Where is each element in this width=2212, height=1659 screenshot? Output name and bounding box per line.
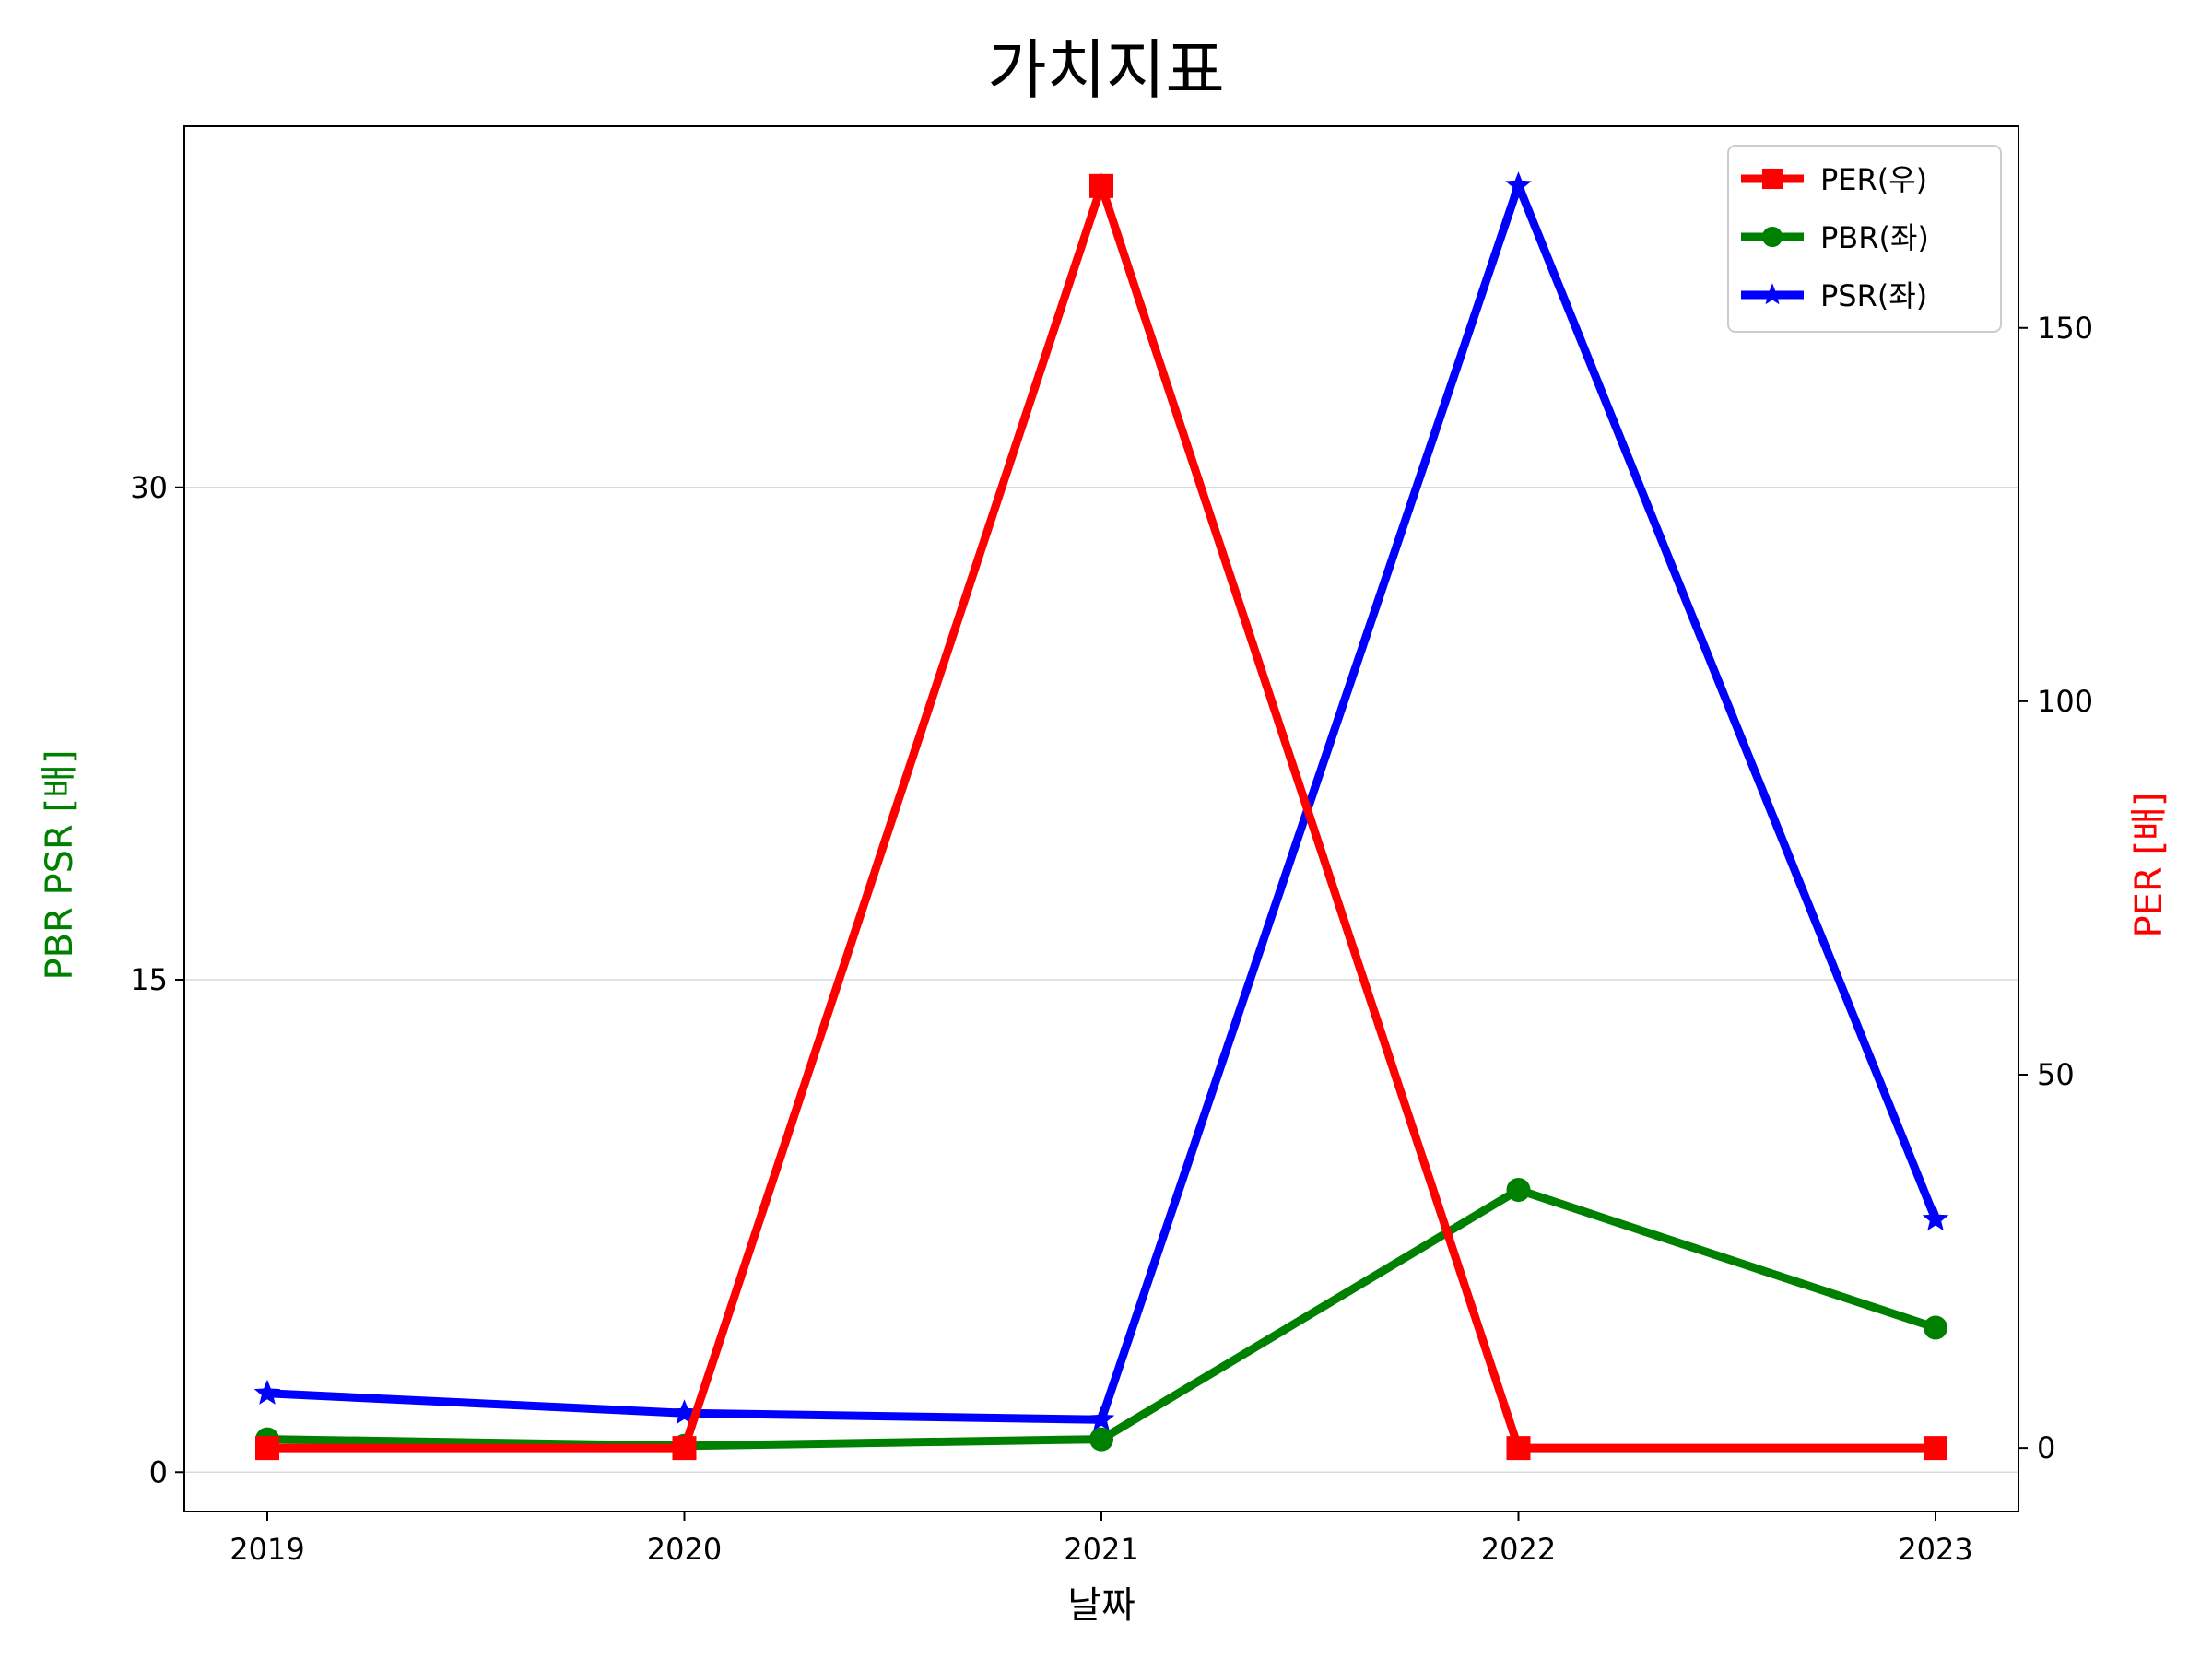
data-point-2021 [1089,173,1113,198]
series-layer [253,171,1949,1461]
legend-marker [1760,283,1784,305]
y-right-tick-label: 100 [2037,684,2093,719]
legend-label: PBR(좌) [1820,220,1929,255]
series-PSR(좌) [253,171,1949,1431]
legend-label: PER(우) [1820,162,1927,197]
y-right-tick-label: 0 [2037,1430,2055,1465]
data-point-2021 [1089,1427,1113,1452]
series-PER(우) [255,172,1947,1461]
data-point-2023 [1922,1206,1949,1231]
y-right-tick-label: 150 [2037,311,2093,346]
data-point-2020 [672,1436,697,1461]
legend-box [1727,145,2002,333]
legend-entry: PER(우) [1741,162,1927,197]
axes-layer: 0 15 30 0 50 100 150 2019 2020 2021 2022 2023 [130,311,2093,1567]
y-right-tick-label: 50 [2037,1057,2075,1092]
legend: PER(우) PBR(좌) PSR(좌) [1727,145,2002,333]
data-point-2022 [1506,1436,1531,1461]
legend-marker [1761,226,1783,248]
legend-entry: PBR(좌) [1741,220,1929,255]
data-point-2023 [1924,1436,1947,1461]
data-point-2021 [1088,1406,1115,1431]
y-axis-left-title: PBR PSR [배] [39,749,81,980]
y-axis-right-title: PER [배] [2128,793,2171,938]
data-point-2022 [1505,171,1532,197]
x-tick-label: 2023 [1898,1532,1972,1567]
data-point-2019 [255,1436,279,1461]
data-point-2022 [1506,1177,1531,1202]
y-left-tick-label: 15 [130,962,168,997]
y-left-tick-label: 30 [130,470,168,505]
data-point-2020 [671,1399,698,1425]
y-left-tick-label: 0 [149,1454,168,1489]
legend-marker [1761,168,1783,190]
grid-lines [184,487,2018,1474]
legend-label: PSR(좌) [1820,278,1927,313]
x-tick-label: 2019 [229,1532,304,1567]
legend-entry: PSR(좌) [1741,278,1927,313]
x-tick-label: 2020 [647,1532,722,1567]
data-point-2019 [253,1379,281,1405]
x-axis-title: 날짜 [1067,1584,1135,1627]
chart-title: 가치지표 [987,32,1225,108]
data-point-2023 [1924,1315,1947,1340]
x-tick-label: 2022 [1481,1532,1556,1567]
x-tick-label: 2021 [1064,1532,1138,1567]
